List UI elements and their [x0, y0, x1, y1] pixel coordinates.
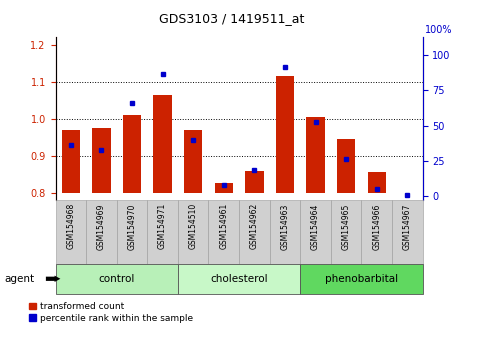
- Legend: transformed count, percentile rank within the sample: transformed count, percentile rank withi…: [28, 302, 194, 322]
- Bar: [62, 130, 80, 193]
- Text: GSM154510: GSM154510: [189, 203, 198, 250]
- Bar: [331, 200, 361, 264]
- Bar: [214, 183, 233, 193]
- Text: agent: agent: [5, 274, 35, 284]
- Bar: [178, 264, 300, 294]
- Text: GDS3103 / 1419511_at: GDS3103 / 1419511_at: [159, 12, 304, 25]
- Text: GSM154961: GSM154961: [219, 203, 228, 250]
- Bar: [306, 117, 325, 193]
- Text: control: control: [99, 274, 135, 284]
- Text: GSM154964: GSM154964: [311, 203, 320, 250]
- Bar: [178, 200, 209, 264]
- Text: 100%: 100%: [425, 25, 453, 35]
- Text: GSM154968: GSM154968: [66, 203, 75, 250]
- Bar: [147, 200, 178, 264]
- Bar: [56, 264, 178, 294]
- Bar: [300, 264, 423, 294]
- Bar: [245, 171, 264, 193]
- Bar: [123, 115, 141, 193]
- Text: GSM154965: GSM154965: [341, 203, 351, 250]
- Bar: [270, 200, 300, 264]
- Text: GSM154971: GSM154971: [158, 203, 167, 250]
- Text: GSM154969: GSM154969: [97, 203, 106, 250]
- Bar: [239, 200, 270, 264]
- Text: GSM154966: GSM154966: [372, 203, 381, 250]
- Bar: [300, 200, 331, 264]
- Bar: [154, 95, 172, 193]
- Bar: [368, 172, 386, 193]
- Bar: [361, 200, 392, 264]
- Bar: [56, 200, 86, 264]
- Bar: [117, 200, 147, 264]
- Bar: [184, 130, 202, 193]
- Bar: [86, 200, 117, 264]
- Bar: [92, 128, 111, 193]
- Bar: [209, 200, 239, 264]
- Bar: [276, 76, 294, 193]
- Text: cholesterol: cholesterol: [210, 274, 268, 284]
- Text: GSM154963: GSM154963: [281, 203, 289, 250]
- Text: GSM154970: GSM154970: [128, 203, 137, 250]
- Bar: [392, 200, 423, 264]
- Text: GSM154962: GSM154962: [250, 203, 259, 250]
- Text: GSM154967: GSM154967: [403, 203, 412, 250]
- Text: phenobarbital: phenobarbital: [325, 274, 398, 284]
- Bar: [337, 139, 355, 193]
